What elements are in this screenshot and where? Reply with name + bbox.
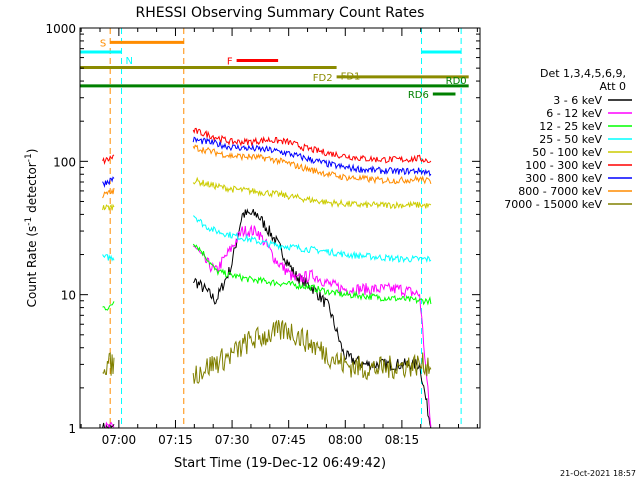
axes: 07:00 07:15 07:30 07:45 08:00 08:15 1 10 100 1000 (45, 22, 481, 447)
y-tick-label: 100 (53, 155, 76, 169)
flag-label: FD2 (313, 73, 333, 84)
x-tick-label: 07:00 (102, 433, 137, 447)
legend-entry-12-25-kev: 12 - 25 keV (539, 120, 632, 133)
x-tick-label: 07:15 (158, 433, 193, 447)
series-300-800-kev-trace-2 (192, 136, 432, 177)
legend-entry-3-6-kev: 3 - 6 keV (553, 94, 632, 107)
series-7000-15000-kev-trace-2 (192, 319, 432, 384)
series-800-7000-kev (102, 144, 432, 199)
flag-rd0-7: RD0 (80, 76, 469, 88)
y-tick-label: 10 (61, 289, 76, 303)
flag-label: RD0 (446, 76, 467, 87)
series-300-800-kev-trace-1 (102, 176, 115, 188)
series-3-6-kev-trace-2 (192, 208, 432, 429)
legend-title-attenuator: Att 0 (600, 80, 626, 93)
series-100-300-kev-trace-2 (192, 127, 432, 164)
x-tick-label: 07:45 (271, 433, 306, 447)
chart-title: RHESSI Observing Summary Count Rates (136, 5, 425, 21)
flag-label: RD6 (408, 90, 429, 101)
legend-entry-50-100-kev: 50 - 100 keV (532, 146, 632, 159)
series-6-12-kev-trace-2 (192, 224, 432, 427)
series-800-7000-kev-trace-1 (102, 187, 115, 199)
flag-fd2-6: FD2 (313, 73, 469, 84)
series-12-25-kev (102, 243, 432, 311)
legend-entry-300-800-kev: 300 - 800 keV (525, 172, 632, 185)
legend-label: 3 - 6 keV (553, 94, 602, 107)
series-7000-15000-kev (102, 319, 432, 384)
legend-label: 12 - 25 keV (539, 120, 602, 133)
legend-label: 7000 - 15000 keV (504, 198, 602, 211)
y-axis-label: Count Rate (s-1 detector-1) (24, 149, 39, 308)
legend-label: 800 - 7000 keV (518, 185, 602, 198)
flag-n-2: N (80, 50, 133, 67)
series-50-100-kev (102, 176, 432, 211)
series-100-300-kev-trace-1 (102, 154, 115, 166)
legend-label: 6 - 12 keV (546, 107, 602, 120)
y-tick-label: 1 (68, 422, 76, 436)
legend-entry-6-12-kev: 6 - 12 keV (546, 107, 632, 120)
series-25-50-kev (102, 215, 432, 264)
flag-label: S (100, 38, 106, 49)
series-50-100-kev-trace-2 (192, 176, 432, 210)
series-100-300-kev (102, 127, 432, 166)
plot-frame (79, 27, 481, 429)
series-12-25-kev-trace-2 (192, 243, 432, 306)
legend-entry-100-300-kev: 100 - 300 keV (525, 159, 632, 172)
legend-entry-7000-15000-kev: 7000 - 15000 keV (504, 198, 632, 211)
legend-entry-800-7000-kev: 800 - 7000 keV (518, 185, 632, 198)
series-7000-15000-kev-trace-1 (102, 352, 115, 376)
x-axis-label: Start Time (19-Dec-12 06:49:42) (174, 456, 386, 471)
flag-f-4: F (227, 57, 279, 68)
series-12-25-kev-trace-1 (102, 301, 115, 311)
x-tick-label: 08:00 (328, 433, 363, 447)
series-25-50-kev-trace-1 (102, 253, 115, 262)
state-flags: SNFFD1FD2RD0RD6 (80, 38, 469, 101)
legend-label: 25 - 50 keV (539, 133, 602, 146)
legend-label: 100 - 300 keV (525, 159, 602, 172)
generation-timestamp: 21-Oct-2021 18:57 (560, 469, 636, 478)
data-series (102, 127, 432, 429)
legend-label: 300 - 800 keV (525, 172, 602, 185)
flag-s-1: S (100, 38, 184, 49)
legend-label: 50 - 100 keV (532, 146, 602, 159)
flag-label: F (227, 57, 233, 68)
y-tick-label: 1000 (45, 22, 76, 36)
series-25-50-kev-trace-2 (192, 215, 432, 264)
legend-entry-25-50-kev: 25 - 50 keV (539, 133, 632, 146)
legend-title-detectors: Det 1,3,4,5,6,9, (540, 67, 626, 80)
series-50-100-kev-trace-1 (102, 203, 115, 211)
x-tick-label: 08:15 (385, 433, 420, 447)
series-800-7000-kev-trace-2 (192, 144, 432, 185)
x-tick-label: 07:30 (215, 433, 250, 447)
series-300-800-kev (102, 136, 432, 188)
flag-label: N (126, 56, 133, 67)
flag-rd6-8: RD6 (408, 90, 456, 101)
